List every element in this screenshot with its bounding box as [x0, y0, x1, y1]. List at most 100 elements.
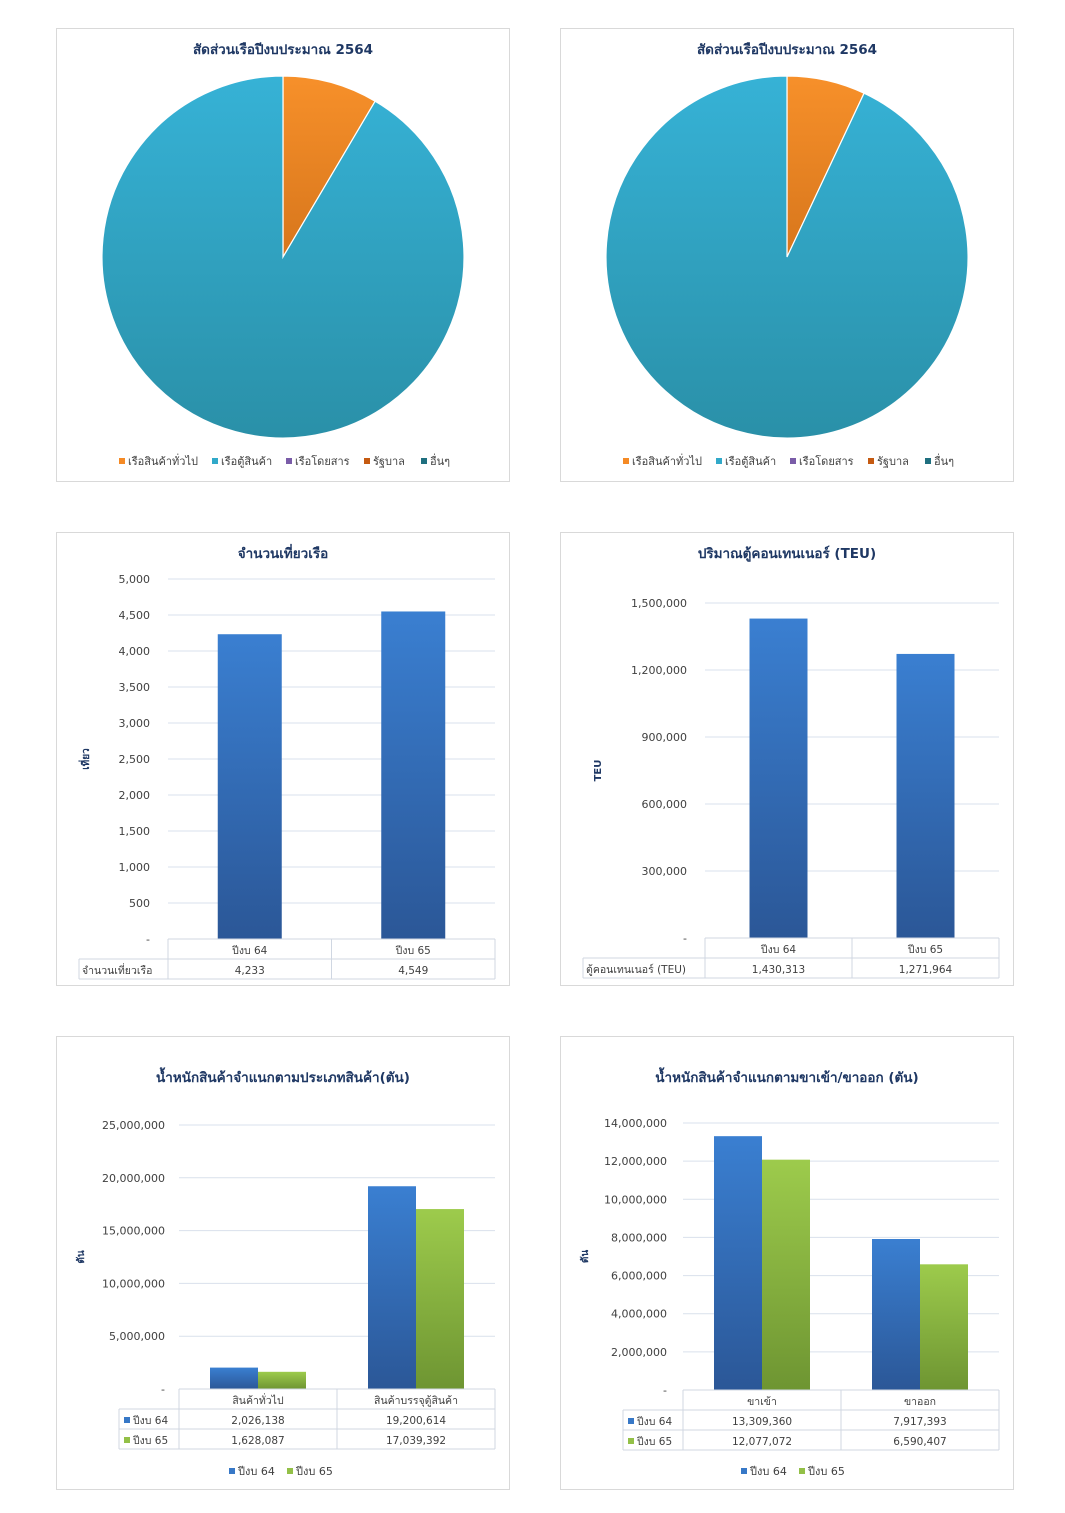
y-tick-label: 4,500 — [119, 609, 151, 622]
y-tick-label: 3,000 — [119, 717, 151, 730]
category-label: สินค้าทั่วไป — [232, 1393, 284, 1407]
chart-title: สัดส่วนเรือปีงบประมาณ 2564 — [697, 42, 877, 58]
y-tick-label: 25,000,000 — [102, 1119, 165, 1132]
legend-swatch-1 — [623, 458, 629, 464]
chart-title: น้ำหนักสินค้าจำแนกตามขาเข้า/ขาออก (ตัน) — [655, 1067, 918, 1086]
y-tick-label: 14,000,000 — [604, 1117, 667, 1130]
y-tick-label: 12,000,000 — [604, 1155, 667, 1168]
legend-swatch-3 — [286, 458, 292, 464]
pie-chart-1: สัดส่วนเรือปีงบประมาณ 2564 เรือสินค้าทั่ว… — [101, 42, 465, 468]
table-legend-key — [628, 1438, 634, 1444]
y-tick-label: 1,500 — [119, 825, 151, 838]
data-label: 1,271,964 — [899, 964, 953, 976]
category-label: ปีงบ 65 — [908, 943, 944, 956]
bar-2-series-1 — [896, 653, 955, 938]
y-tick-label: - — [663, 1384, 667, 1397]
legend-swatch-1 — [119, 458, 125, 464]
series-name: จำนวนเที่ยวเรือ — [82, 963, 152, 977]
category-label: ขาออก — [904, 1396, 936, 1408]
pie-chart-panel-1: สัดส่วนเรือปีงบประมาณ 2564 เรือสินค้าทั่ว… — [56, 28, 510, 482]
data-label: 13,309,360 — [732, 1416, 792, 1428]
category-label: ปีงบ 64 — [232, 944, 268, 957]
legend-label-1: ปีงบ 64 — [237, 1465, 275, 1478]
bar-1-series-1 — [749, 618, 808, 938]
y-tick-label: 1,000 — [119, 861, 151, 874]
legend-label-4: รัฐบาล — [373, 455, 405, 468]
bar-1-series-1 — [210, 1367, 258, 1389]
y-tick-label: 2,500 — [119, 753, 151, 766]
legend-swatch-2 — [287, 1468, 293, 1474]
y-tick-label: 500 — [129, 897, 150, 910]
series-name: ปีงบ 65 — [133, 1434, 169, 1447]
data-label: 12,077,072 — [732, 1436, 792, 1448]
y-tick-label: 10,000,000 — [604, 1193, 667, 1206]
data-label: 7,917,393 — [893, 1416, 946, 1428]
legend-label-3: เรือโดยสาร — [295, 454, 350, 468]
data-label: 17,039,392 — [386, 1435, 446, 1447]
bar-chart-cargo-type: น้ำหนักสินค้าจำแนกตามประเภทสินค้า(ตัน) - 5… — [75, 1067, 496, 1478]
bar-1-series-2 — [258, 1371, 306, 1389]
pie-chart-panel-2: สัดส่วนเรือปีงบประมาณ 2564 เรือสินค้าทั่ว… — [560, 28, 1014, 482]
y-tick-label: 6,000,000 — [611, 1270, 667, 1283]
bar-2-series-2 — [920, 1264, 968, 1390]
y-tick-label: 300,000 — [642, 865, 688, 878]
table-legend-key — [124, 1437, 130, 1443]
y-tick-label: 2,000 — [119, 789, 151, 802]
legend-swatch-5 — [925, 458, 931, 464]
chart-title: ปริมาณตู้คอนเทนเนอร์ (TEU) — [698, 545, 876, 562]
legend-swatch-3 — [790, 458, 796, 464]
category-label: สินค้าบรรจุตู้สินค้า — [374, 1395, 458, 1407]
legend-label-2: ปีงบ 65 — [807, 1465, 845, 1478]
chart-title: น้ำหนักสินค้าจำแนกตามประเภทสินค้า(ตัน) — [156, 1067, 410, 1086]
series-name: ตู้คอนเทนเนอร์ (TEU) — [586, 963, 686, 976]
legend-label-1: เรือสินค้าทั่วไป — [632, 453, 702, 468]
y-tick-label: 900,000 — [642, 731, 688, 744]
y-tick-label: 5,000,000 — [109, 1330, 165, 1343]
bar-chart-panel-cargo-type: น้ำหนักสินค้าจำแนกตามประเภทสินค้า(ตัน) - 5… — [56, 1036, 510, 1490]
data-label: 6,590,407 — [893, 1436, 946, 1448]
y-tick-label: 4,000 — [119, 645, 151, 658]
legend-label-5: อื่นๆ — [934, 453, 954, 468]
legend-swatch-2 — [716, 458, 722, 464]
legend-swatch-5 — [421, 458, 427, 464]
y-axis-label: เที่ยว — [78, 748, 92, 770]
series-name: ปีงบ 65 — [637, 1435, 673, 1448]
table-legend-key — [124, 1417, 130, 1423]
pie-slice-2 — [101, 75, 465, 439]
legend-label-1: ปีงบ 64 — [749, 1465, 787, 1478]
pie-slice-1 — [282, 75, 376, 260]
legend-label-2: เรือตู้สินค้า — [221, 455, 272, 468]
pie-slice-2 — [605, 75, 969, 439]
bar-2-series-1 — [381, 611, 446, 939]
legend-label-5: อื่นๆ — [430, 453, 450, 468]
bar-chart-panel-cargo-direction: น้ำหนักสินค้าจำแนกตามขาเข้า/ขาออก (ตัน) -… — [560, 1036, 1014, 1490]
legend-label-2: ปีงบ 65 — [295, 1465, 333, 1478]
bar-chart-cargo-direction: น้ำหนักสินค้าจำแนกตามขาเข้า/ขาออก (ตัน) -… — [579, 1067, 1000, 1478]
category-label: ขาเข้า — [747, 1396, 777, 1408]
y-tick-label: 10,000,000 — [102, 1277, 165, 1290]
bar-chart-panel-teu: ปริมาณตู้คอนเทนเนอร์ (TEU) - 300,000 600,00… — [560, 532, 1014, 986]
y-tick-label: 2,000,000 — [611, 1346, 667, 1359]
legend-label-2: เรือตู้สินค้า — [725, 455, 776, 468]
bar-2-series-1 — [368, 1186, 416, 1389]
legend-swatch-2 — [212, 458, 218, 464]
bar-chart-panel-trips: จำนวนเที่ยวเรือ - 500 1,000 1,500 2,000 2,500 3… — [56, 532, 510, 986]
y-tick-label: - — [161, 1383, 165, 1396]
chart-title: จำนวนเที่ยวเรือ — [238, 543, 329, 562]
legend-swatch-1 — [741, 1468, 747, 1474]
y-tick-label: 600,000 — [642, 798, 688, 811]
legend-label-3: เรือโดยสาร — [799, 454, 854, 468]
legend-label-1: เรือสินค้าทั่วไป — [128, 453, 198, 468]
bar-1-series-1 — [217, 634, 282, 939]
bar-chart-teu: ปริมาณตู้คอนเทนเนอร์ (TEU) - 300,000 600,00… — [582, 545, 1000, 979]
series-name: ปีงบ 64 — [637, 1415, 673, 1428]
bar-1-series-2 — [762, 1159, 810, 1390]
y-tick-label: 1,500,000 — [631, 597, 687, 610]
y-tick-label: 8,000,000 — [611, 1231, 667, 1244]
y-tick-label: 15,000,000 — [102, 1225, 165, 1238]
legend-swatch-2 — [799, 1468, 805, 1474]
y-tick-label: 4,000,000 — [611, 1308, 667, 1321]
y-tick-label: 1,200,000 — [631, 664, 687, 677]
data-label: 4,233 — [235, 965, 265, 977]
bar-chart-trips: จำนวนเที่ยวเรือ - 500 1,000 1,500 2,000 2,500 3… — [78, 543, 496, 980]
